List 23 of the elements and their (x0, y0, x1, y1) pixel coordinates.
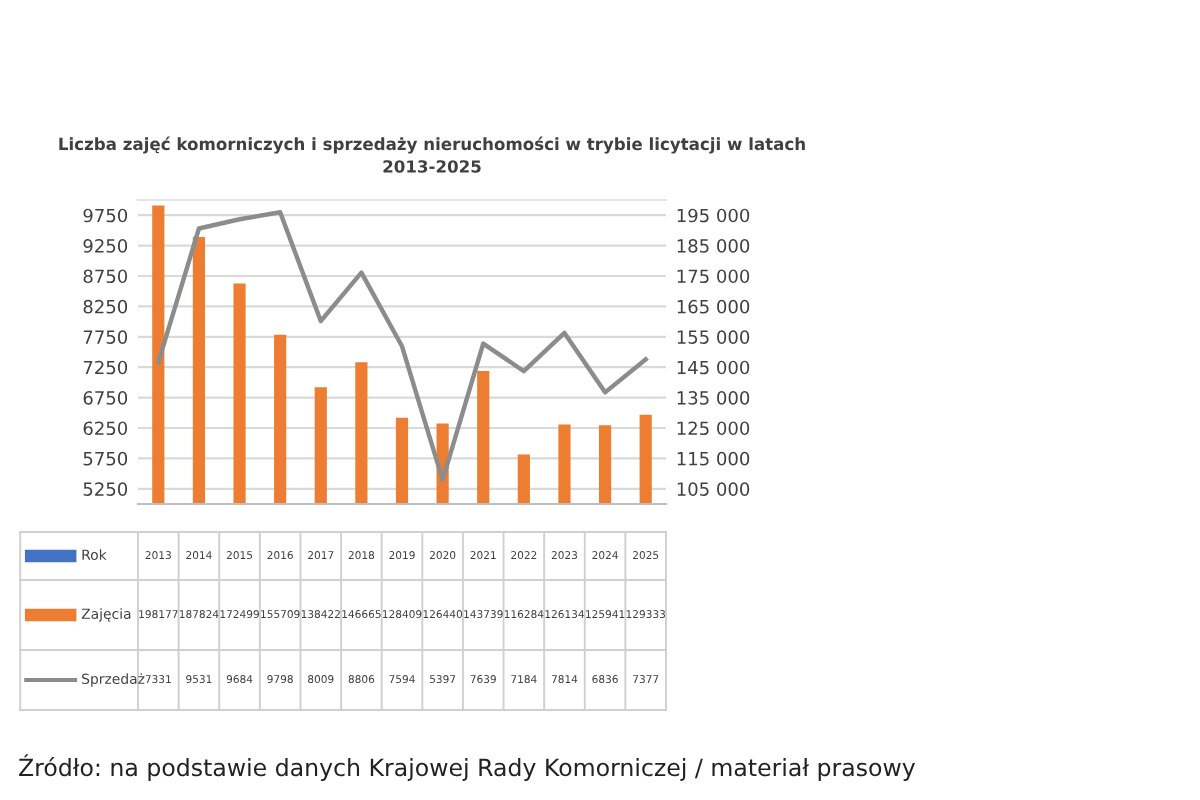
y2-tick-label: 175 000 (677, 269, 750, 284)
y-tick-label: 8750 (83, 269, 128, 284)
y-tick-label: 7750 (83, 330, 128, 344)
y2-tick-label: 195 000 (677, 208, 750, 223)
y2-tick-label: 165 000 (677, 299, 750, 314)
chart-title: Liczba zajęć komorniczych i sprzedaży nieruchomości w trybie licytacji w latach 2013-2025 (59, 136, 805, 173)
y-tick-label: 5250 (83, 482, 128, 496)
y-tick-label: 5750 (83, 451, 128, 466)
y-tick-label: 7250 (83, 360, 128, 375)
y-tick-label: 8250 (83, 299, 128, 314)
y2-tick-label: 155 000 (677, 330, 750, 344)
y-tick-label: 6750 (83, 391, 128, 405)
y2-tick-label: 185 000 (677, 239, 750, 253)
text: Źródło: na podstawie danych Krajowej Rady Komorniczej / materiał prasowy (19, 754, 916, 781)
y2-tick-label: 135 000 (677, 391, 750, 405)
y2-tick-label: 125 000 (677, 421, 750, 436)
y-tick-label: 9750 (83, 208, 128, 223)
y-tick-label: 9250 (83, 239, 128, 253)
y-tick-label: 6250 (83, 421, 128, 436)
line-series (156, 210, 648, 483)
y2-tick-label: 145 000 (677, 360, 750, 375)
y2-tick-label: 105 000 (677, 482, 750, 496)
y2-tick-label: 115 000 (677, 451, 750, 466)
